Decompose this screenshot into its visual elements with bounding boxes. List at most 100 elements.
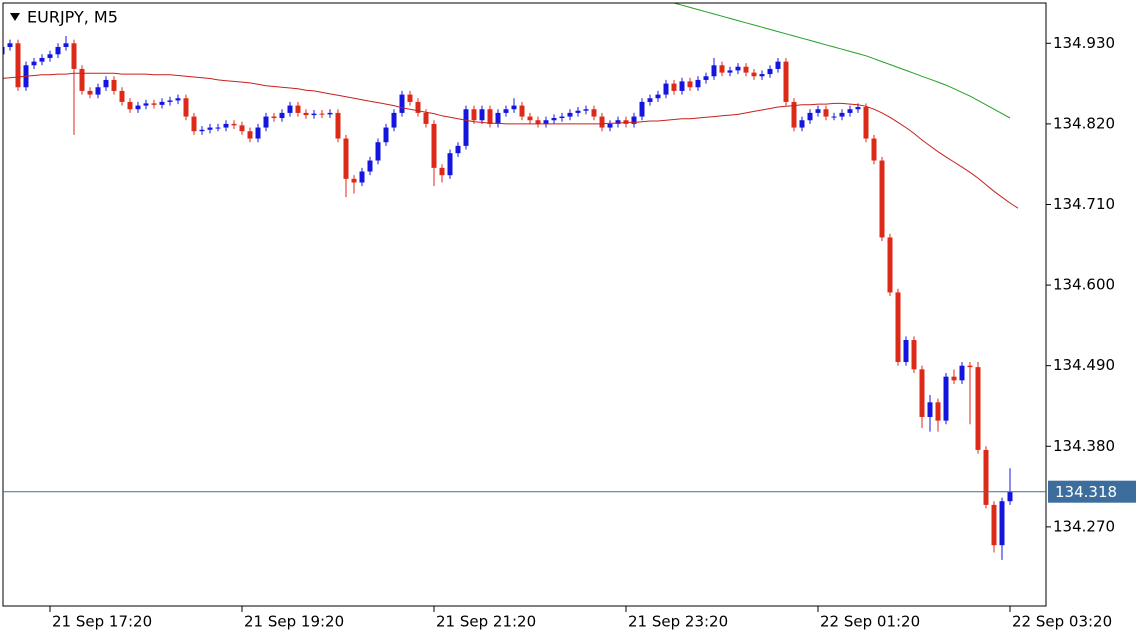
- candle-body: [143, 103, 149, 106]
- y-tick-label: 134.600: [1053, 276, 1115, 294]
- candle-body: [887, 237, 893, 293]
- candle-body: [927, 402, 933, 417]
- candle-body: [63, 43, 69, 47]
- y-tick-label: 134.710: [1053, 195, 1115, 213]
- candle-body: [919, 369, 925, 417]
- candle-body: [903, 340, 909, 363]
- candle-body: [479, 109, 485, 121]
- candle-body: [895, 292, 901, 363]
- y-tick-label: 134.820: [1053, 114, 1115, 132]
- candle-body: [31, 61, 37, 66]
- candle-body: [327, 112, 333, 115]
- candle-body: [447, 153, 453, 176]
- candle-body: [183, 98, 189, 117]
- candle-body: [303, 112, 309, 116]
- candle-body: [271, 116, 277, 119]
- candle-body: [71, 43, 77, 69]
- candle-body: [255, 127, 261, 139]
- candle-body: [543, 120, 549, 124]
- candle-body: [807, 112, 813, 121]
- candle-body: [487, 109, 493, 124]
- candle-body: [471, 109, 477, 121]
- x-tick-label: 21 Sep 23:20: [628, 613, 728, 631]
- candle-body: [719, 65, 725, 73]
- candle-body: [119, 90, 125, 102]
- candle-body: [791, 101, 797, 128]
- candle-body: [47, 54, 53, 58]
- candle-body: [431, 123, 437, 168]
- candle-body: [703, 76, 709, 80]
- candle-body: [527, 116, 533, 121]
- candle-body: [687, 81, 693, 88]
- x-tick-label: 22 Sep 01:20: [820, 613, 920, 631]
- moving-average-line: [3, 72, 1019, 209]
- candle-body: [191, 116, 197, 132]
- candle-body: [631, 116, 637, 124]
- candle-body: [519, 105, 525, 117]
- candle-body: [1007, 491, 1013, 502]
- x-tick-label: 21 Sep 21:20: [436, 613, 536, 631]
- candle-body: [231, 123, 237, 126]
- candle-body: [383, 127, 389, 143]
- candle-body: [615, 120, 621, 124]
- candle-body: [847, 109, 853, 113]
- current-price-label: 134.318: [1055, 483, 1117, 501]
- candle-body: [407, 94, 413, 102]
- moving-average-line: [673, 3, 1011, 119]
- candle-body: [7, 43, 13, 47]
- chart-title: EURJPY, M5: [27, 8, 118, 27]
- candle-body: [967, 365, 973, 368]
- candle-body: [567, 112, 573, 117]
- candle-body: [839, 112, 845, 117]
- candle-body: [399, 94, 405, 113]
- candle-body: [815, 109, 821, 113]
- candle-body: [559, 116, 565, 119]
- candle-body: [511, 105, 517, 110]
- candle-body: [767, 68, 773, 75]
- candle-body: [375, 142, 381, 161]
- candle-body: [135, 105, 141, 110]
- candle-body: [439, 167, 445, 176]
- candle-body: [743, 66, 749, 73]
- symbol-menu-icon[interactable]: [10, 13, 20, 21]
- candle-body: [95, 87, 101, 95]
- candle-body: [639, 101, 645, 117]
- candle-body: [735, 66, 741, 71]
- candle-body: [879, 160, 885, 238]
- plot-area: [3, 3, 1019, 560]
- candle-body: [935, 402, 941, 421]
- candle-body: [855, 107, 861, 110]
- candle-body: [3, 46, 5, 55]
- candle-body: [679, 81, 685, 91]
- candle-body: [223, 123, 229, 128]
- candle-body: [647, 98, 653, 102]
- candle-body: [959, 365, 965, 381]
- candle-body: [911, 340, 917, 370]
- candle-body: [503, 109, 509, 113]
- candle-body: [823, 109, 829, 117]
- candle-body: [263, 116, 269, 128]
- candle-body: [311, 113, 317, 116]
- candle-body: [943, 376, 949, 421]
- candle-body: [551, 118, 557, 121]
- y-tick-label: 134.270: [1053, 517, 1115, 535]
- candle-body: [335, 112, 341, 139]
- candle-body: [87, 90, 93, 95]
- candle-body: [663, 83, 669, 95]
- candle-body: [151, 103, 157, 105]
- candle-body: [671, 83, 677, 91]
- y-tick-label: 134.930: [1053, 34, 1115, 52]
- candle-body: [127, 101, 133, 110]
- candle-body: [159, 101, 165, 105]
- candle-body: [15, 43, 21, 88]
- current-price-box: [1048, 480, 1136, 503]
- candle-body: [591, 109, 597, 117]
- candle-body: [287, 105, 293, 113]
- candle-body: [319, 113, 325, 115]
- candle-body: [655, 94, 661, 99]
- candle-body: [991, 504, 997, 546]
- candle-body: [279, 112, 285, 119]
- candle-body: [535, 120, 541, 124]
